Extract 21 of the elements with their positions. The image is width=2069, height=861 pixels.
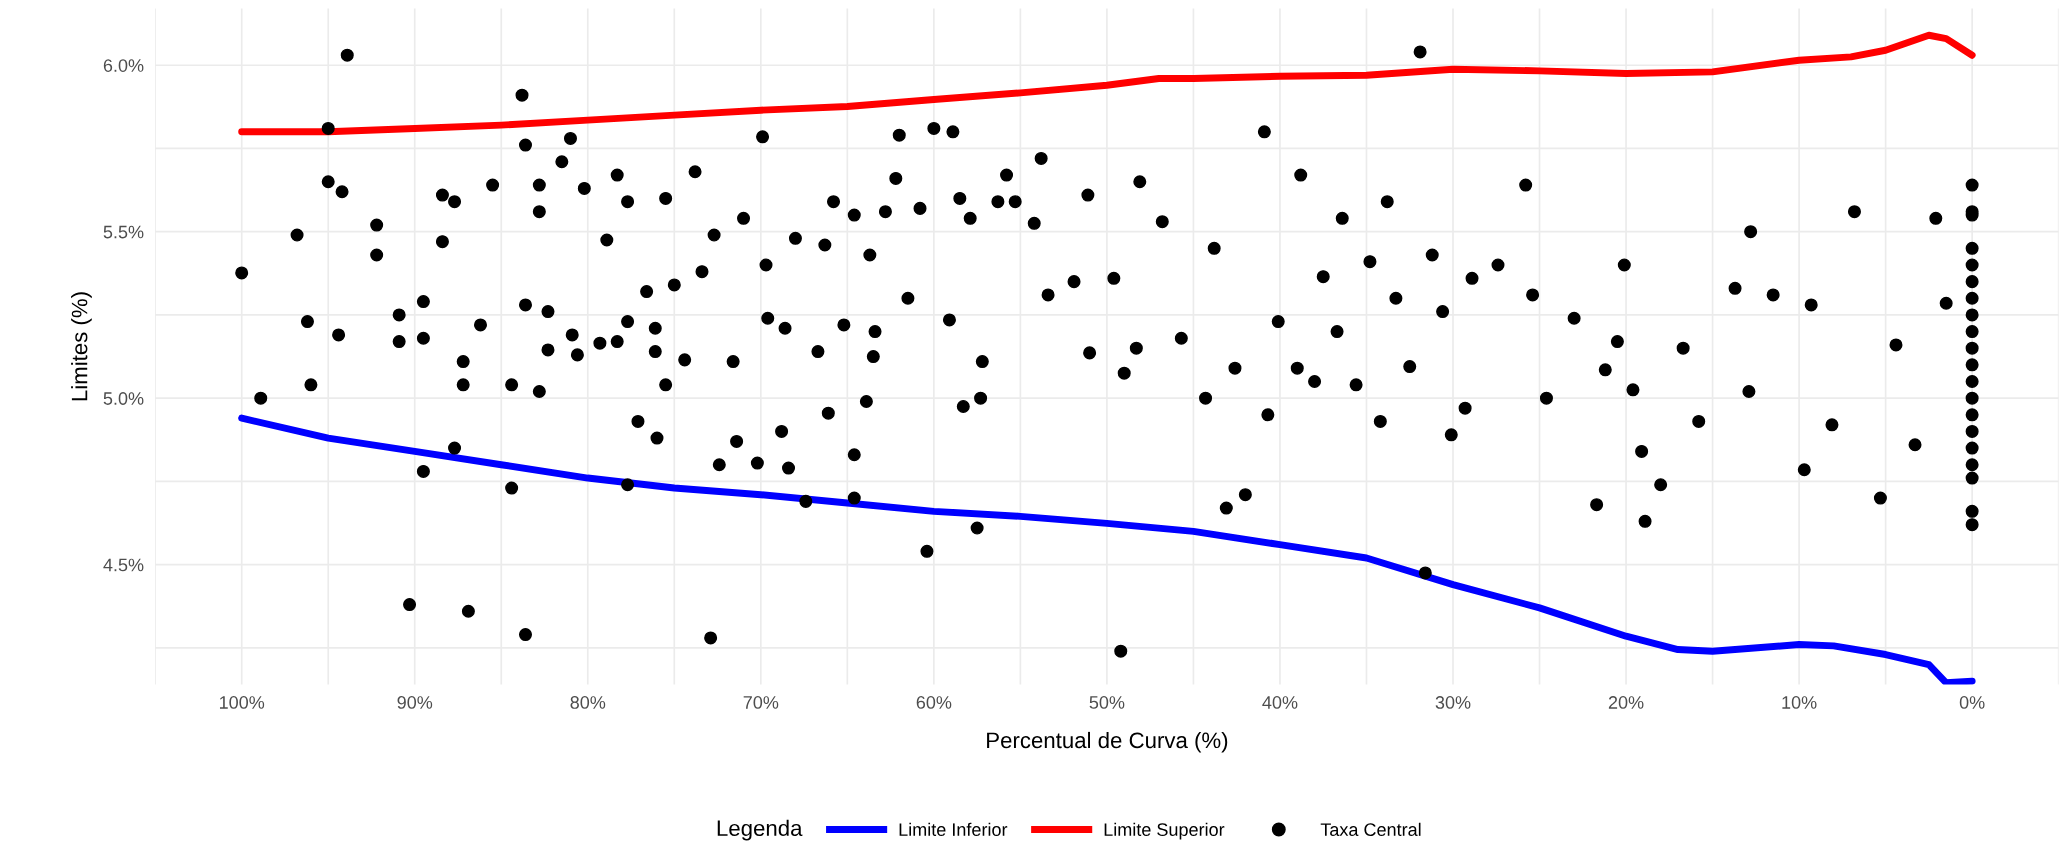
x-axis-title: Percentual de Curva (%): [987, 731, 1228, 753]
x-tick-label: 20%: [1608, 696, 1644, 709]
x-tick-label: 10%: [1782, 696, 1817, 709]
x-tick-label: 0%: [1959, 696, 1985, 709]
x-tick-label: 70%: [743, 696, 779, 709]
y-tick-label: 5.0%: [103, 392, 144, 405]
legend-label: Limite Superior: [1104, 822, 1225, 840]
x-tick-label: 40%: [1262, 696, 1298, 709]
y-tick-label: 4.5%: [103, 558, 144, 572]
legend-label: Taxa Central: [1320, 822, 1421, 837]
y-tick-label: 6.0%: [103, 59, 144, 72]
x-tick-label: 30%: [1435, 696, 1471, 709]
x-tick-label: 90%: [397, 696, 433, 709]
legend-label: Limite Inferior: [899, 822, 1008, 837]
y-tick-label: 5.5%: [103, 225, 144, 239]
x-tick-label: 50%: [1089, 696, 1125, 709]
y-axis-title: Limites (%): [71, 292, 92, 401]
x-tick-label: 100%: [219, 696, 265, 709]
legend-title: Legenda: [717, 819, 803, 841]
x-tick-label: 60%: [916, 696, 952, 709]
x-tick-label: 80%: [570, 696, 606, 709]
